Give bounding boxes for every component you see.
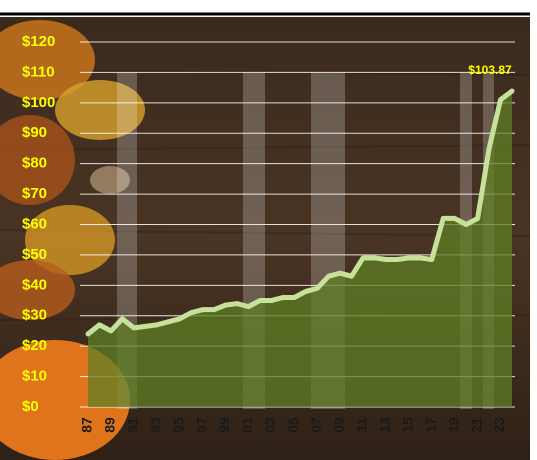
x-tick-label: 03 (262, 417, 278, 433)
y-tick-label: $10 (22, 368, 47, 385)
x-tick-label: 09 (331, 417, 347, 433)
x-tick-label: 93 (147, 417, 163, 433)
y-tick-label: $50 (22, 246, 47, 263)
y-tick-label: $80 (22, 155, 47, 172)
x-tick-label: 05 (285, 417, 301, 433)
y-tick-label: $60 (22, 215, 47, 232)
x-tick-label: 01 (239, 417, 255, 433)
chart: $0 $10 $20 $30 $40 $50 $60 $70 $80 $90 $100 $110 $12… (0, 0, 537, 460)
x-tick-label: 23 (491, 417, 507, 433)
y-tick-label: $40 (22, 276, 47, 293)
x-tick-label: 21 (468, 417, 484, 433)
y-tick-label: $100 (22, 94, 55, 111)
x-tick-label: 87 (79, 417, 95, 433)
x-tick-label: 99 (216, 417, 232, 433)
x-tick-label: 15 (400, 417, 416, 433)
x-tick-label: 91 (125, 417, 141, 433)
y-tick-label: $20 (22, 337, 47, 354)
y-tick-label: $0 (22, 398, 39, 415)
y-tick-label: $70 (22, 185, 47, 202)
value-label: $103.87 (468, 63, 512, 77)
x-tick-label: 19 (445, 417, 461, 433)
y-tick-label: $110 (22, 63, 55, 80)
x-tick-label: 97 (193, 417, 209, 433)
y-tick-label: $120 (22, 33, 55, 50)
x-tick-label: 11 (354, 417, 370, 432)
y-tick-label: $30 (22, 307, 47, 324)
y-tick-label: $90 (22, 124, 47, 141)
x-tick-label: 07 (308, 417, 324, 433)
x-tick-label: 95 (170, 417, 186, 433)
x-tick-label: 89 (102, 417, 118, 433)
x-tick-label: 17 (422, 417, 438, 433)
x-tick-label: 13 (377, 417, 393, 433)
